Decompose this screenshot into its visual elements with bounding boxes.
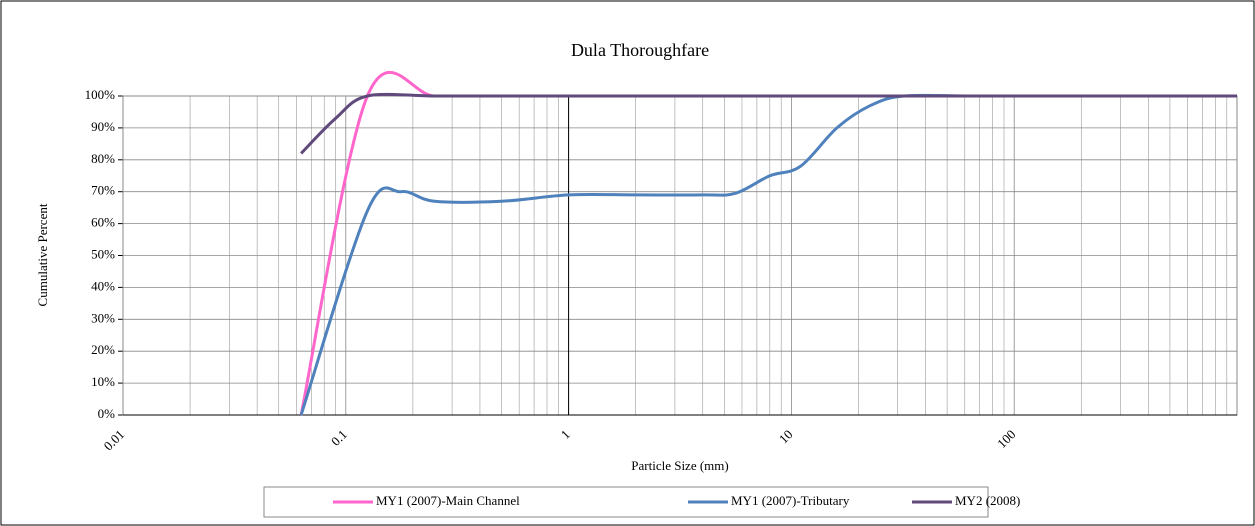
chart-title: Dula Thoroughfare: [571, 40, 709, 60]
legend-label: MY1 (2007)-Tributary: [731, 493, 850, 508]
y-tick-label: 10%: [91, 374, 115, 389]
y-tick-label: 70%: [91, 183, 115, 198]
y-axis-label: Cumulative Percent: [35, 203, 50, 306]
y-tick-label: 60%: [91, 215, 115, 230]
x-axis-label: Particle Size (mm): [631, 458, 728, 473]
legend-label: MY2 (2008): [955, 493, 1020, 508]
y-tick-label: 40%: [91, 278, 115, 293]
legend-label: MY1 (2007)-Main Channel: [376, 493, 520, 508]
y-tick-label: 90%: [91, 119, 115, 134]
series-line: [300, 92, 1237, 155]
y-tick-label: 100%: [85, 87, 116, 102]
y-tick-label: 50%: [91, 246, 115, 261]
legend: [263, 486, 989, 518]
y-tick-label: 80%: [91, 151, 115, 166]
y-tick-label: 20%: [91, 342, 115, 357]
y-tick-label: 30%: [91, 310, 115, 325]
y-tick-label: 0%: [98, 406, 116, 421]
